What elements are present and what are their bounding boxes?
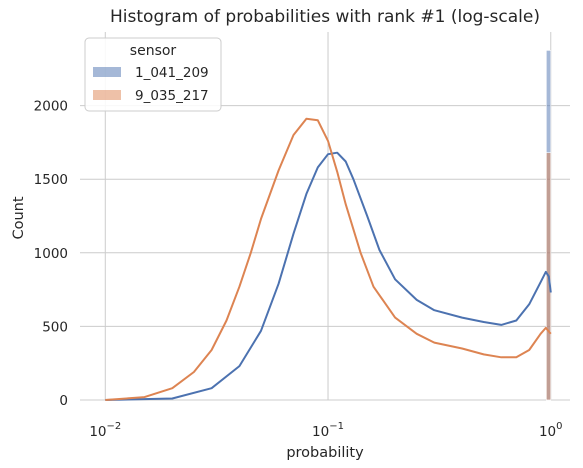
kde-lines <box>105 117 552 401</box>
y-tick-label-2: 1000 <box>34 246 68 262</box>
kde-line-2 <box>105 117 552 401</box>
y-tick-label-3: 1500 <box>34 172 68 188</box>
y-tick-label-0: 0 <box>59 393 68 409</box>
legend: sensor 1_041_209 9_035_217 <box>84 37 222 112</box>
kde-line-1 <box>105 151 552 401</box>
x-tick-label-2: 100 <box>539 421 563 440</box>
x-axis-label: probability <box>286 445 364 461</box>
y-tick-labels: 0 500 1000 1500 2000 <box>34 99 68 409</box>
x-tick-label-1: 10−1 <box>312 421 344 440</box>
y-tick-label-4: 2000 <box>34 99 68 115</box>
legend-swatch-2 <box>93 90 121 100</box>
legend-swatch-1 <box>93 67 121 77</box>
legend-label-2: 9_035_217 <box>135 88 209 104</box>
y-axis-label: Count <box>11 196 27 239</box>
x-tick-label-0: 10−2 <box>89 421 121 440</box>
legend-title: sensor <box>130 43 177 59</box>
legend-label-1: 1_041_209 <box>135 65 209 81</box>
x-tick-labels: 10−2 10−1 100 <box>89 421 562 440</box>
chart-title: Histogram of probabilities with rank #1 … <box>110 7 540 27</box>
y-tick-label-1: 500 <box>42 319 68 335</box>
